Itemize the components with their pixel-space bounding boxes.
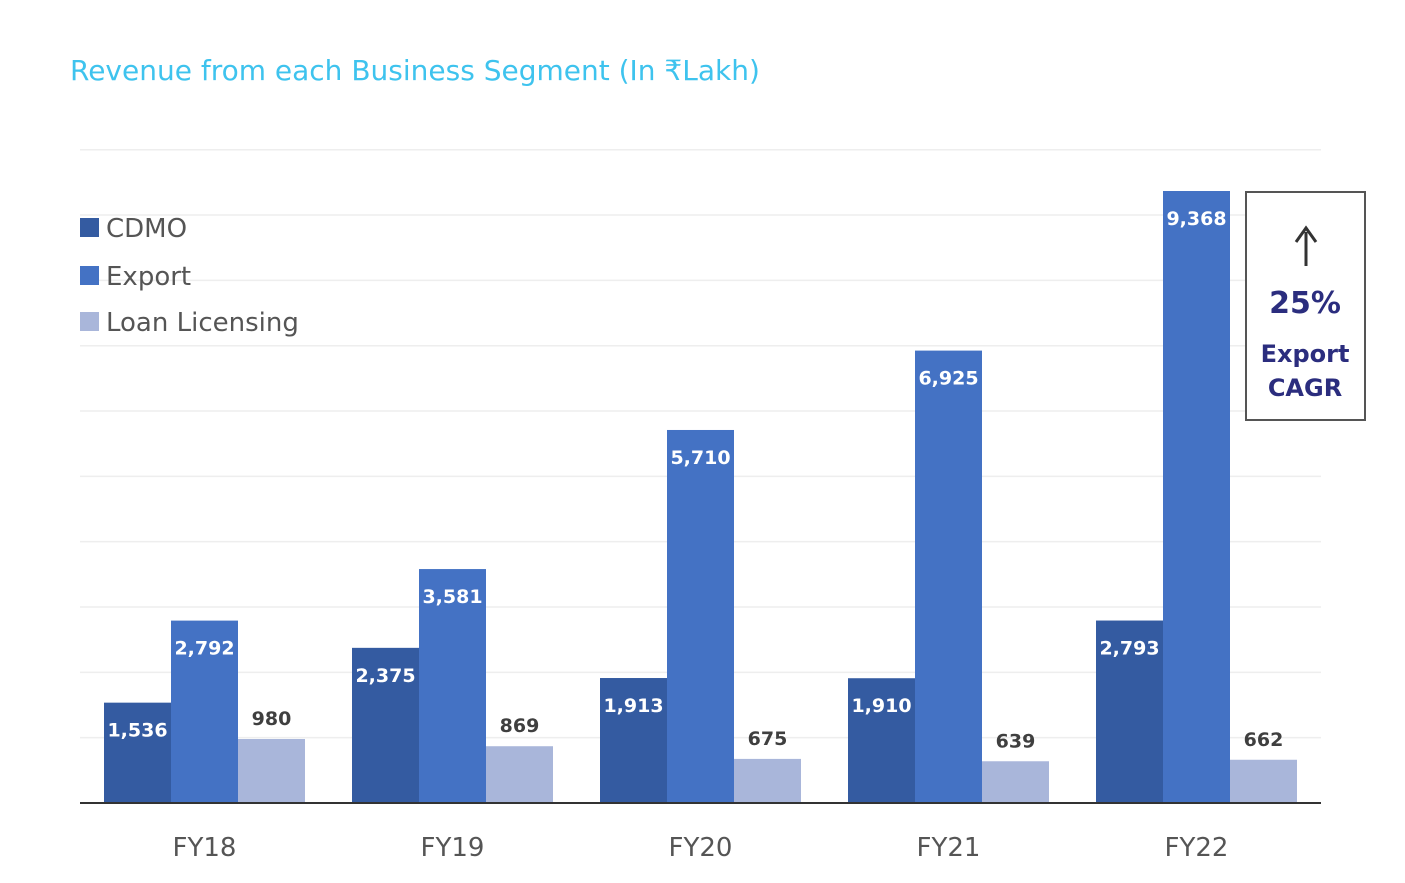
data-label-loan-licensing-fy21: 639	[996, 730, 1036, 752]
data-label-export-fy21: 6,925	[918, 368, 978, 390]
up-arrow-icon	[1294, 225, 1318, 266]
legend-swatch-cdmo	[80, 218, 99, 237]
value-labels: 1,536 2,792 980 2,375 3,581 869 1,913 5,710 675 1…	[107, 208, 1283, 752]
category-label-fy19: FY19	[421, 833, 485, 863]
data-label-loan-licensing-fy19: 869	[500, 715, 540, 737]
bar-export-fy20	[667, 429, 734, 803]
category-label-fy18: FY18	[173, 833, 237, 863]
bar-cdmo-fy19	[352, 647, 419, 803]
bar-cdmo-fy22	[1096, 620, 1163, 803]
bar-cdmo-fy21	[848, 678, 915, 803]
bar-cdmo-fy20	[600, 678, 667, 803]
data-label-export-fy19: 3,581	[422, 586, 482, 608]
bar-export-fy21	[915, 350, 982, 803]
cagr-percent: 25%	[1269, 286, 1341, 321]
bar-loan-licensing-fy22	[1230, 759, 1297, 803]
category-label-fy21: FY21	[917, 833, 981, 863]
export-cagr-callout: 25% Export CAGR	[1245, 191, 1366, 421]
legend-swatch-loan-licensing	[80, 312, 99, 331]
data-label-cdmo-fy22: 2,793	[1099, 638, 1159, 660]
legend-swatch-export	[80, 266, 99, 285]
data-label-cdmo-fy19: 2,375	[355, 665, 415, 687]
bar-loan-licensing-fy19	[486, 746, 553, 803]
bar-export-fy22	[1163, 191, 1230, 803]
legend-item-export: Export	[80, 262, 191, 292]
data-label-loan-licensing-fy18: 980	[252, 708, 292, 730]
data-label-export-fy22: 9,368	[1166, 208, 1226, 230]
data-label-loan-licensing-fy22: 662	[1244, 729, 1284, 751]
legend-item-cdmo: CDMO	[80, 214, 187, 244]
bar-cdmo-fy18	[104, 702, 171, 803]
legend-label-export: Export	[106, 262, 191, 292]
category-label-fy20: FY20	[669, 833, 733, 863]
data-label-cdmo-fy18: 1,536	[107, 720, 167, 742]
bar-loan-licensing-fy21	[982, 761, 1049, 803]
legend-label-loan-licensing: Loan Licensing	[106, 308, 299, 338]
data-label-cdmo-fy21: 1,910	[851, 695, 911, 717]
data-label-loan-licensing-fy20: 675	[748, 728, 788, 750]
legend: CDMO Export Loan Licensing	[80, 214, 299, 338]
legend-label-cdmo: CDMO	[106, 214, 187, 244]
bar-loan-licensing-fy20	[734, 758, 801, 803]
category-label-fy22: FY22	[1165, 833, 1229, 863]
cagr-label-line1: Export	[1261, 340, 1350, 368]
category-labels: FY18 FY19 FY20 FY21 FY22	[173, 833, 1229, 863]
bar-loan-licensing-fy18	[238, 738, 305, 803]
legend-item-loan-licensing: Loan Licensing	[80, 308, 299, 338]
data-label-cdmo-fy20: 1,913	[603, 695, 663, 717]
bar-export-fy19	[419, 569, 486, 803]
cagr-label-line2: CAGR	[1268, 374, 1342, 402]
data-label-export-fy18: 2,792	[174, 638, 234, 660]
bars	[104, 191, 1297, 803]
bar-export-fy18	[171, 620, 238, 803]
data-label-export-fy20: 5,710	[670, 447, 730, 469]
chart-title: Revenue from each Business Segment (In ₹…	[70, 54, 760, 87]
